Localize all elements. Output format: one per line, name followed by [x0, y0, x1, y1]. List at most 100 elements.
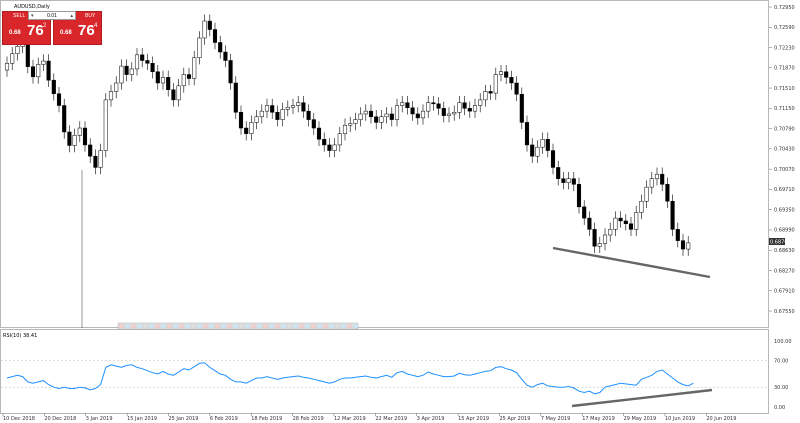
- bull-candle: [77, 127, 82, 136]
- sell-price-fraction: 2: [43, 23, 47, 29]
- bear-candle: [441, 108, 446, 116]
- toolbar-cell[interactable]: [196, 323, 203, 329]
- bull-candle: [129, 68, 134, 75]
- bull-candle: [36, 64, 41, 78]
- bear-candle: [88, 144, 93, 157]
- price-tick-label: 0.71150: [774, 106, 795, 112]
- toolbar-cell[interactable]: [118, 323, 125, 329]
- toolbar-cell[interactable]: [124, 323, 131, 329]
- toolbar-cell[interactable]: [130, 323, 137, 329]
- bull-candle: [420, 110, 426, 119]
- toolbar-cell[interactable]: [208, 323, 215, 329]
- toolbar-cell[interactable]: [160, 323, 167, 329]
- bull-candle: [160, 77, 166, 84]
- toolbar-cell[interactable]: [220, 323, 227, 329]
- bear-candle: [665, 184, 670, 202]
- toolbar-cell[interactable]: [232, 323, 239, 329]
- bull-candle: [249, 122, 254, 134]
- toolbar-cell[interactable]: [268, 323, 275, 329]
- bear-candle: [561, 178, 566, 183]
- bull-candle: [290, 105, 296, 108]
- bull-candle: [342, 124, 348, 134]
- toolbar-cell[interactable]: [280, 323, 287, 329]
- date-tick-label: 15 Jan 2019: [127, 416, 157, 422]
- one-click-trading-panel: SELL 0.68 76 2 BUY 0.68 76 4 ▾ 0.01 ▴: [2, 11, 102, 45]
- lot-increase-icon[interactable]: ▴: [70, 13, 73, 19]
- price-tick-label: 0.68990: [774, 228, 795, 234]
- bear-candle: [67, 131, 72, 146]
- bear-candle: [530, 144, 535, 157]
- toolbar-cell[interactable]: [316, 323, 323, 329]
- bear-candle: [124, 65, 129, 75]
- price-tick-label: 0.68270: [774, 268, 795, 274]
- date-tick-label: 25 Jan 2019: [168, 416, 198, 422]
- objects-toolbar[interactable]: [117, 322, 359, 330]
- bear-candle: [233, 82, 238, 113]
- price-tick-label: 0.68630: [774, 248, 795, 254]
- bull-candle: [498, 71, 504, 75]
- bull-candle: [426, 102, 431, 112]
- toolbar-cell[interactable]: [178, 323, 185, 329]
- toolbar-cell[interactable]: [322, 323, 329, 329]
- toolbar-cell[interactable]: [172, 323, 179, 329]
- toolbar-cell[interactable]: [166, 323, 173, 329]
- bull-candle: [379, 116, 384, 123]
- toolbar-cell[interactable]: [136, 323, 143, 329]
- price-support-trendline[interactable]: [552, 246, 711, 279]
- bear-candle: [587, 217, 592, 230]
- bull-candle: [259, 110, 264, 118]
- bull-candle: [254, 116, 259, 123]
- bull-candle: [686, 242, 691, 250]
- bear-candle: [550, 150, 556, 168]
- toolbar-cell[interactable]: [256, 323, 263, 329]
- toolbar-cell[interactable]: [226, 323, 233, 329]
- toolbar-cell[interactable]: [340, 323, 347, 329]
- candles: [4, 14, 691, 256]
- bear-candle: [571, 178, 576, 185]
- bull-candle: [4, 63, 10, 71]
- toolbar-cell[interactable]: [274, 323, 281, 329]
- toolbar-cell[interactable]: [310, 323, 317, 329]
- toolbar-cell[interactable]: [328, 323, 335, 329]
- lot-size-input[interactable]: ▾ 0.01 ▴: [28, 11, 76, 20]
- toolbar-cell[interactable]: [142, 323, 149, 329]
- bull-candle: [446, 113, 452, 116]
- rsi-support-trendline[interactable]: [571, 388, 713, 408]
- toolbar-cell[interactable]: [250, 323, 257, 329]
- toolbar-cell[interactable]: [352, 323, 359, 329]
- svg-text:0.68762: 0.68762: [770, 240, 791, 246]
- toolbar-cell[interactable]: [304, 323, 311, 329]
- bull-candle: [353, 119, 358, 124]
- toolbar-cell[interactable]: [202, 323, 209, 329]
- toolbar-cell[interactable]: [346, 323, 353, 329]
- toolbar-cell[interactable]: [244, 323, 251, 329]
- toolbar-cell[interactable]: [238, 323, 245, 329]
- bull-candle: [264, 105, 270, 112]
- lot-decrease-icon[interactable]: ▾: [31, 13, 34, 19]
- toolbar-cell[interactable]: [154, 323, 161, 329]
- buy-price-prefix: 0.68: [60, 30, 72, 36]
- toolbar-cell[interactable]: [184, 323, 191, 329]
- toolbar-cell[interactable]: [298, 323, 305, 329]
- rsi-tick-label: 0.00: [774, 405, 785, 411]
- bear-candle: [150, 63, 155, 72]
- toolbar-cell[interactable]: [334, 323, 341, 329]
- toolbar-cell[interactable]: [286, 323, 293, 329]
- price-tick-label: 0.70070: [774, 167, 795, 173]
- toolbar-cell[interactable]: [292, 323, 299, 329]
- bear-candle: [171, 89, 176, 101]
- bear-candle: [275, 112, 280, 120]
- date-axis: 10 Dec 2018 20 Dec 2018 3 Jan 2019 15 Jan 2…: [2, 413, 736, 422]
- bear-candle: [186, 74, 192, 79]
- date-tick-label: 20 Jun 2019: [706, 416, 736, 422]
- price-tick-label: 0.71510: [774, 86, 795, 92]
- bull-candle: [644, 186, 649, 202]
- price-tick-label: 0.67910: [774, 289, 795, 295]
- toolbar-cell[interactable]: [148, 323, 155, 329]
- bull-candle: [457, 102, 462, 113]
- toolbar-cell[interactable]: [262, 323, 269, 329]
- bear-candle: [436, 103, 441, 109]
- toolbar-cell[interactable]: [190, 323, 197, 329]
- toolbar-cell[interactable]: [214, 323, 221, 329]
